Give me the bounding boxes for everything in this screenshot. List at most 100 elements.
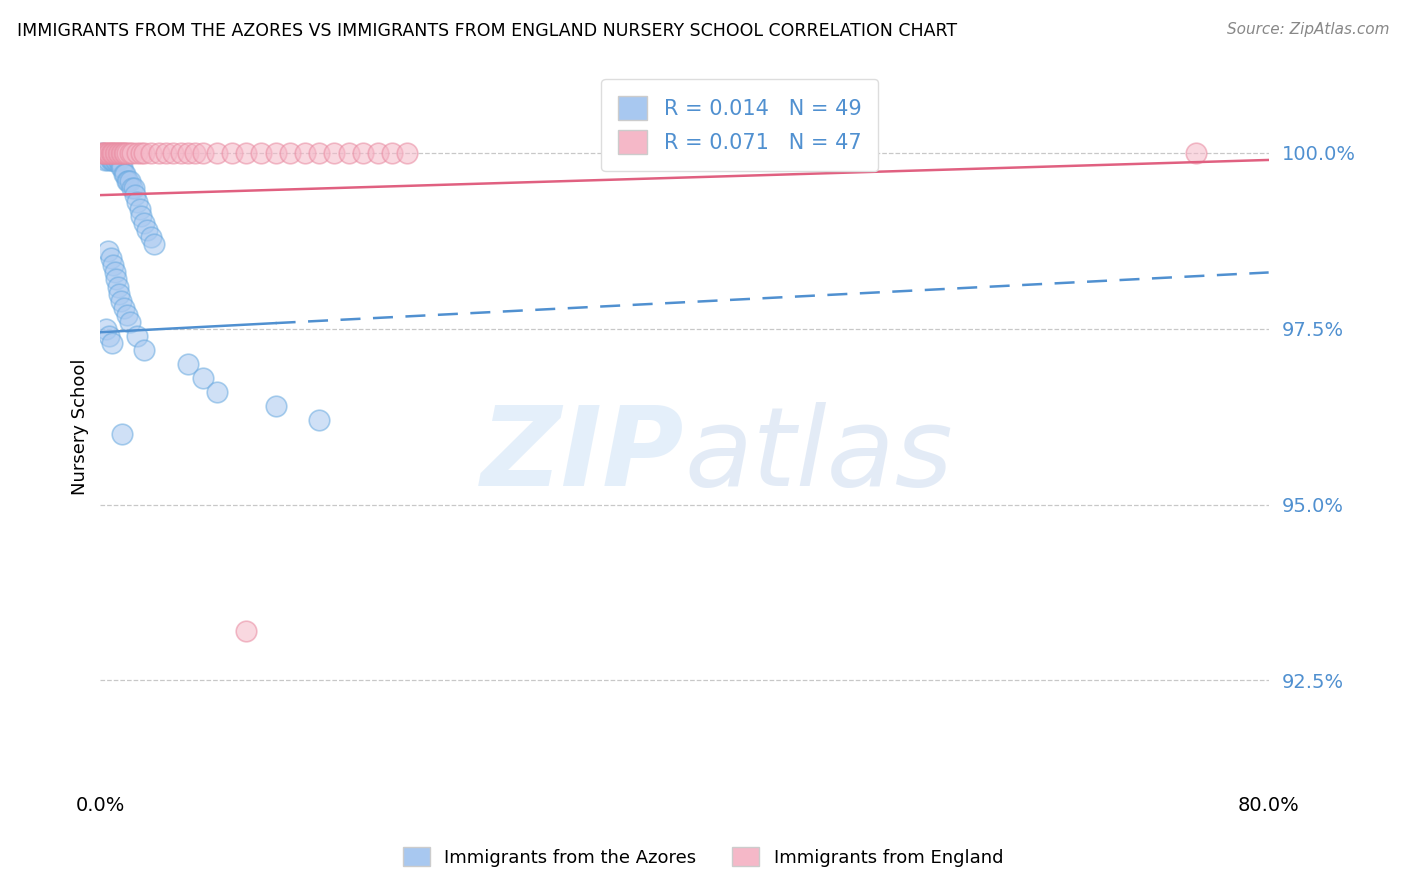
Point	[115, 174, 138, 188]
Point	[184, 145, 207, 160]
Point	[100, 252, 122, 266]
Point	[134, 145, 156, 160]
Point	[104, 153, 127, 167]
Point	[108, 153, 131, 167]
Point	[97, 145, 120, 160]
Y-axis label: Nursery School: Nursery School	[72, 359, 89, 495]
Text: ZIP: ZIP	[481, 402, 685, 509]
Point	[125, 328, 148, 343]
Legend: Immigrants from the Azores, Immigrants from England: Immigrants from the Azores, Immigrants f…	[395, 840, 1011, 874]
Point	[121, 181, 143, 195]
Point	[143, 237, 166, 252]
Point	[98, 145, 121, 160]
Point	[104, 265, 127, 279]
Point	[112, 301, 135, 315]
Point	[128, 202, 150, 216]
Point	[103, 145, 125, 160]
Point	[93, 153, 115, 167]
Point	[97, 244, 120, 259]
Point	[107, 153, 129, 167]
Point	[108, 286, 131, 301]
Point	[107, 279, 129, 293]
Point	[111, 427, 134, 442]
Point	[100, 145, 122, 160]
Point	[177, 357, 200, 371]
Point	[103, 259, 125, 273]
Point	[93, 145, 115, 160]
Point	[105, 145, 128, 160]
Point	[155, 145, 177, 160]
Point	[278, 145, 301, 160]
Point	[91, 145, 114, 160]
Point	[105, 272, 128, 286]
Point	[98, 328, 121, 343]
Point	[111, 145, 134, 160]
Point	[112, 145, 135, 160]
Point	[122, 181, 145, 195]
Point	[110, 293, 132, 308]
Point	[177, 145, 200, 160]
Point	[107, 145, 129, 160]
Point	[129, 209, 152, 223]
Point	[129, 145, 152, 160]
Point	[90, 145, 112, 160]
Point	[110, 160, 132, 174]
Point	[367, 145, 389, 160]
Point	[134, 343, 156, 357]
Point	[114, 167, 136, 181]
Legend: R = 0.014   N = 49, R = 0.071   N = 47: R = 0.014 N = 49, R = 0.071 N = 47	[602, 78, 879, 170]
Point	[191, 371, 214, 385]
Point	[162, 145, 184, 160]
Text: atlas: atlas	[685, 402, 953, 509]
Point	[97, 153, 120, 167]
Point	[90, 145, 112, 160]
Point	[115, 145, 138, 160]
Point	[264, 145, 287, 160]
Point	[148, 145, 170, 160]
Point	[134, 216, 156, 230]
Point	[250, 145, 273, 160]
Point	[141, 145, 163, 160]
Point	[103, 153, 125, 167]
Point	[235, 624, 257, 639]
Point	[101, 335, 124, 350]
Point	[170, 145, 193, 160]
Point	[235, 145, 257, 160]
Point	[101, 153, 124, 167]
Point	[117, 174, 139, 188]
Point	[308, 145, 330, 160]
Point	[101, 145, 124, 160]
Point	[111, 160, 134, 174]
Point	[104, 145, 127, 160]
Point	[110, 145, 132, 160]
Point	[205, 384, 228, 399]
Point	[115, 308, 138, 322]
Point	[136, 223, 159, 237]
Text: Source: ZipAtlas.com: Source: ZipAtlas.com	[1226, 22, 1389, 37]
Point	[337, 145, 360, 160]
Point	[118, 145, 141, 160]
Point	[352, 145, 374, 160]
Point	[141, 230, 163, 244]
Point	[1184, 145, 1206, 160]
Point	[205, 145, 228, 160]
Point	[294, 145, 316, 160]
Point	[308, 413, 330, 427]
Point	[112, 167, 135, 181]
Point	[118, 315, 141, 329]
Point	[125, 145, 148, 160]
Point	[395, 145, 418, 160]
Point	[191, 145, 214, 160]
Point	[118, 174, 141, 188]
Point	[221, 145, 243, 160]
Point	[105, 153, 128, 167]
Point	[121, 145, 143, 160]
Point	[264, 399, 287, 413]
Point	[381, 145, 404, 160]
Point	[108, 145, 131, 160]
Point	[100, 153, 122, 167]
Point	[96, 145, 118, 160]
Point	[125, 195, 148, 210]
Text: IMMIGRANTS FROM THE AZORES VS IMMIGRANTS FROM ENGLAND NURSERY SCHOOL CORRELATION: IMMIGRANTS FROM THE AZORES VS IMMIGRANTS…	[17, 22, 957, 40]
Point	[114, 145, 136, 160]
